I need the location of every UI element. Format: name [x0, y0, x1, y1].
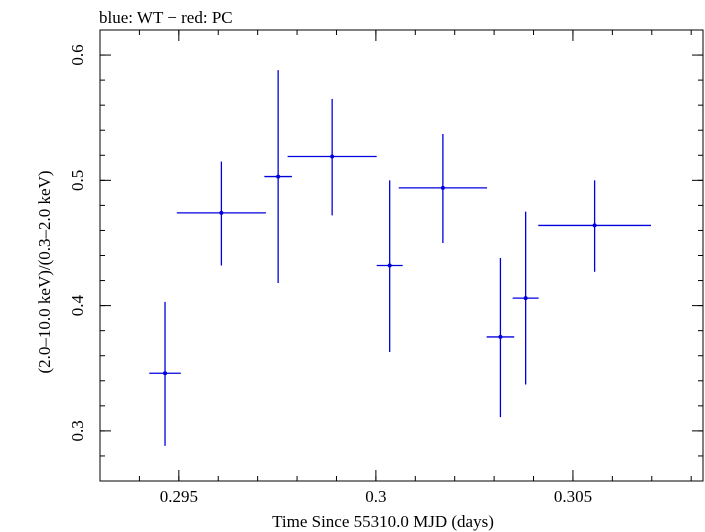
y-tick-label: 0.4 — [68, 294, 87, 316]
axis-ticks — [99, 29, 703, 482]
x-axis-label: Time Since 55310.0 MJD (days) — [272, 512, 494, 531]
point-marker — [498, 334, 503, 339]
y-axis-label: (2.0–10.0 keV)/(0.3–2.0 keV) — [35, 170, 54, 373]
data-point — [264, 70, 292, 284]
y-tick-label: 0.5 — [68, 170, 87, 191]
point-marker — [387, 263, 392, 268]
chart-title: blue: WT − red: PC — [99, 8, 233, 27]
point-marker — [523, 296, 528, 301]
x-tick-label: 0.295 — [160, 487, 198, 506]
point-marker — [219, 210, 224, 215]
tick-labels: 0.295 0.3 0.305 0.3 0.4 0.5 0.6 — [68, 44, 592, 506]
point-marker — [440, 185, 445, 190]
data-point — [512, 211, 539, 385]
data-point — [376, 180, 403, 352]
point-marker — [330, 154, 335, 159]
x-tick-label: 0.305 — [554, 487, 592, 506]
plot-frame — [99, 29, 704, 482]
y-tick-label: 0.3 — [68, 420, 87, 441]
data-point — [398, 133, 488, 243]
data-point — [176, 161, 266, 266]
point-marker — [592, 223, 597, 228]
data-point — [149, 301, 181, 446]
data-point — [538, 180, 651, 272]
x-tick-label: 0.3 — [365, 487, 386, 506]
y-tick-label: 0.6 — [68, 44, 87, 65]
point-marker — [163, 371, 168, 376]
data-point — [287, 98, 377, 216]
data-points — [149, 70, 651, 446]
data-point — [486, 258, 515, 418]
point-marker — [276, 174, 281, 179]
